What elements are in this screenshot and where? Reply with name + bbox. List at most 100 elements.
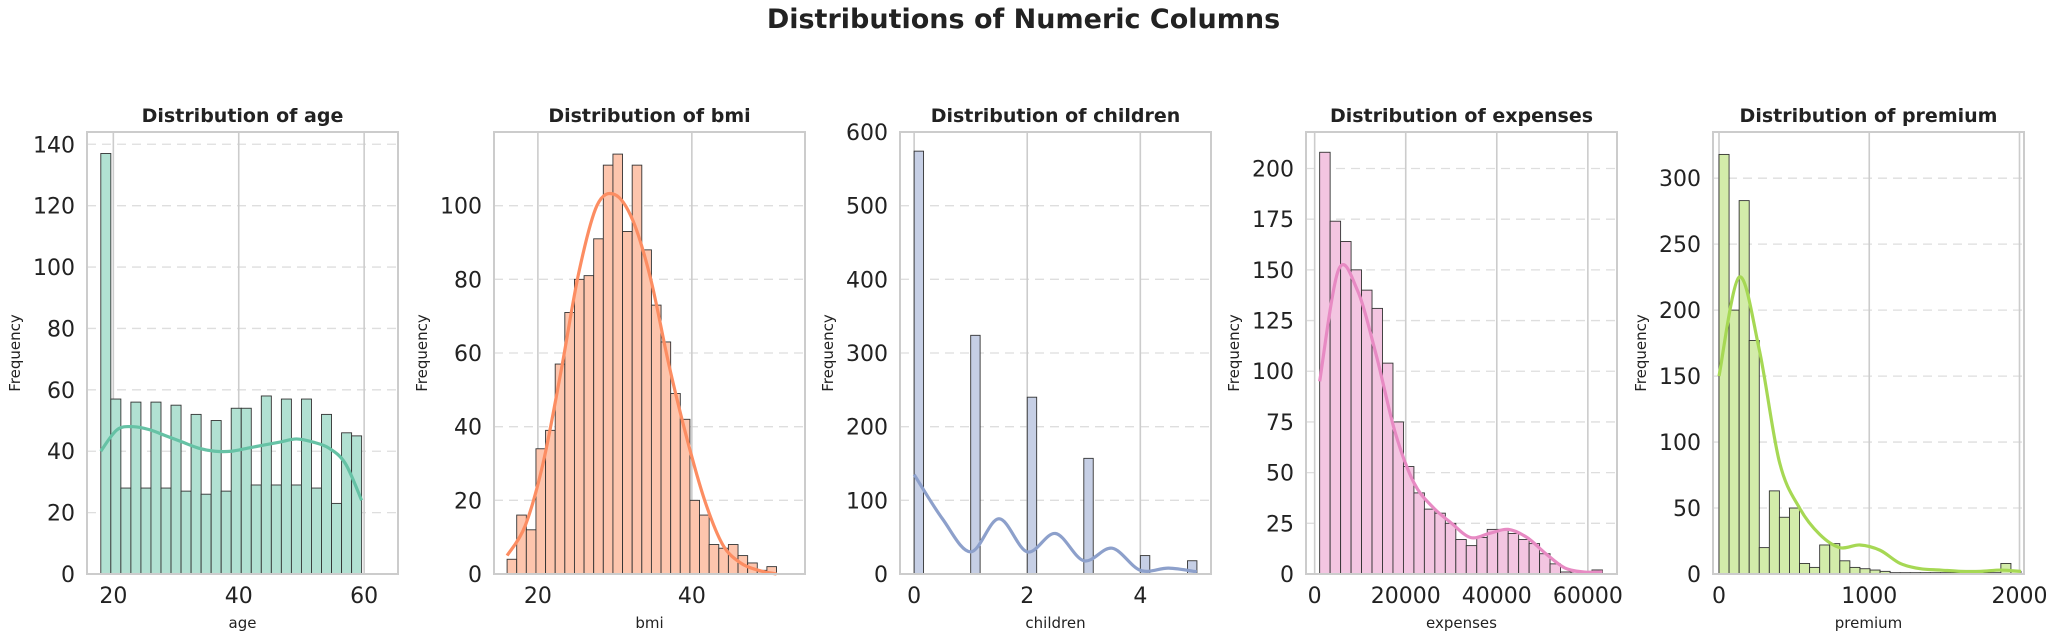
x-tick-label: 20 (99, 584, 127, 609)
y-tick-label: 0 (1687, 563, 1701, 588)
histogram-bar (593, 238, 604, 575)
y-tick-label: 20 (454, 489, 482, 514)
y-tick-label: 50 (1266, 462, 1294, 487)
histogram-bar (573, 278, 585, 575)
y-tick-label: 40 (454, 416, 482, 441)
histogram-bar (1778, 516, 1790, 575)
y-axis-label: Frequency (413, 314, 431, 392)
y-tick-label: 400 (846, 268, 888, 293)
y-tick-label: 100 (1659, 431, 1701, 456)
histogram-bar (140, 487, 152, 575)
histogram-bar (250, 484, 262, 575)
kde-line (912, 473, 1198, 574)
y-axis-label: Frequency (819, 314, 837, 392)
y-tick-label: 100 (1252, 360, 1294, 385)
x-tick-label: 2 (1020, 584, 1034, 609)
subplot-5: 0 50 100 150 200 250 300 0 1000 2000 Distribution … (1632, 105, 2047, 632)
histogram-bar (1507, 532, 1520, 575)
x-tick-label: 0 (1712, 584, 1726, 609)
subplot-title: Distribution of expenses (1330, 105, 1593, 127)
histogram-bar (1839, 560, 1851, 575)
histogram-bar (506, 558, 518, 575)
figure-title: Distributions of Numeric Columns (766, 4, 1281, 35)
histogram-bar (1083, 457, 1094, 575)
x-tick-label: 20000 (1371, 584, 1441, 609)
y-tick-label: 0 (468, 563, 482, 588)
subplot-1: 0 20 40 60 80 100 120 140 20 40 60 Distribution of … (6, 105, 399, 632)
x-tick-label: 60000 (1553, 584, 1623, 609)
histogram-bar (708, 544, 720, 575)
y-tick-label: 0 (61, 563, 75, 588)
x-tick-label: 40000 (1462, 584, 1532, 609)
histogram-bar (1486, 528, 1499, 575)
kde-line (505, 191, 777, 576)
y-tick-label: 40 (47, 440, 75, 465)
histogram-bar (240, 407, 252, 575)
histogram-bar (650, 304, 662, 575)
histogram-bar (100, 153, 112, 575)
histogram-bar (1329, 220, 1342, 575)
plot-frame (493, 131, 806, 575)
x-tick-label: 2000 (1991, 584, 2047, 609)
histogram-bar (220, 490, 232, 575)
y-tick-label: 60 (454, 342, 482, 367)
x-tick-label: 0 (907, 584, 921, 609)
histogram-bar (1423, 508, 1436, 575)
histogram-bar (270, 484, 282, 575)
histogram-bar (913, 150, 925, 575)
histogram-bar (1738, 200, 1750, 575)
histogram-bar (1518, 539, 1530, 575)
y-tick-label: 100 (846, 489, 888, 514)
histogram-bar (210, 420, 222, 575)
histogram-bar (120, 487, 132, 575)
kde-line (99, 424, 364, 501)
y-tick-label: 120 (33, 195, 75, 220)
histogram-bar (351, 435, 363, 575)
y-tick-label: 300 (1659, 167, 1701, 192)
y-tick-label: 20 (47, 502, 75, 527)
histogram-bar (1768, 490, 1780, 575)
histogram-bar (641, 249, 652, 575)
histogram-bar (583, 275, 595, 575)
histogram-bar (699, 514, 710, 575)
y-tick-label: 125 (1252, 310, 1294, 335)
x-axis-label: expenses (1426, 614, 1497, 632)
y-tick-label: 140 (33, 133, 75, 158)
plot-frame (86, 131, 399, 575)
histogram-bar (1434, 512, 1446, 575)
histogram-bar (190, 413, 202, 575)
y-tick-label: 300 (846, 342, 888, 367)
y-tick-label: 60 (47, 379, 75, 404)
histogram-bar (670, 393, 681, 575)
y-tick-label: 100 (33, 256, 75, 281)
y-tick-label: 0 (874, 563, 888, 588)
y-axis-label: Frequency (6, 314, 24, 392)
y-axis-label: Frequency (1225, 314, 1243, 392)
histogram-bar (1455, 539, 1467, 575)
x-tick-label: 40 (678, 584, 706, 609)
histogram-bar (1413, 492, 1425, 575)
histogram-bar (180, 490, 192, 575)
subplot-title: Distribution of bmi (548, 105, 750, 127)
kde-line (1318, 263, 1603, 574)
x-tick-label: 60 (350, 584, 378, 609)
subplot-title: Distribution of children (931, 105, 1181, 127)
histogram-bar (331, 502, 343, 575)
y-tick-label: 200 (1659, 299, 1701, 324)
x-tick-label: 0 (1308, 584, 1322, 609)
histogram-bar (1340, 241, 1352, 575)
histogram-bar (200, 493, 212, 575)
y-tick-label: 0 (1280, 563, 1294, 588)
histogram-bar (1444, 522, 1457, 575)
subplot-title: Distribution of premium (1740, 105, 1998, 127)
histogram-bar (1465, 545, 1478, 575)
histogram-bar (290, 484, 302, 575)
histogram-bar (602, 164, 614, 575)
histogram-bar (1382, 362, 1394, 575)
y-tick-label: 80 (47, 317, 75, 342)
subplot-4: 0 25 50 75 100 125 150 175 200 0 20000 40000 60000 Di… (1225, 105, 1623, 632)
subplot-2: 0 20 40 60 80 100 20 40 Distribution of bmi bmi Fr… (413, 105, 806, 632)
histogram-bar (1789, 507, 1800, 575)
